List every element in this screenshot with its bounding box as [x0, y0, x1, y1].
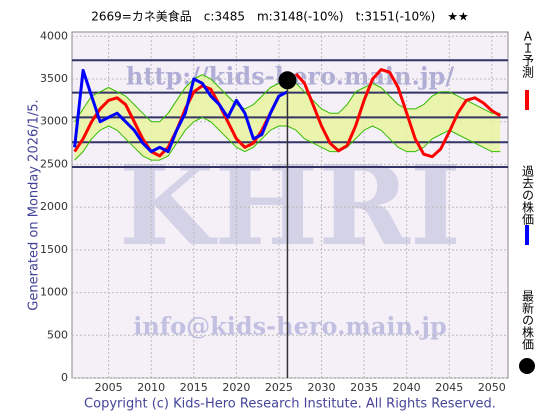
generated-note: Generated on Monday 2026/1/5. — [27, 99, 42, 310]
y-tick-label: 4000 — [40, 29, 68, 42]
x-tick-label: 2010 — [137, 381, 165, 394]
legend-label: 過去の株価 — [521, 165, 535, 225]
x-tick-label: 2015 — [180, 381, 208, 394]
y-tick-label: 0 — [61, 371, 68, 384]
x-tick-label: 2025 — [265, 381, 293, 394]
y-tick-label: 2000 — [40, 200, 68, 213]
legend-label: 最新の株価 — [521, 290, 535, 350]
y-tick-label: 500 — [47, 328, 68, 341]
y-tick-label: 2500 — [40, 157, 68, 170]
latest-price — [278, 71, 297, 90]
legend-swatch — [519, 358, 535, 374]
watermark: info@kids-hero.main.jp — [133, 312, 447, 341]
x-tick-label: 2050 — [478, 381, 506, 394]
watermark: KHRI — [119, 141, 461, 270]
chart-title: 2669=カネ美食品 c:3485 m:3148(-10%) t:3151(-1… — [91, 9, 469, 24]
x-tick-label: 2030 — [308, 381, 336, 394]
x-tick-label: 2045 — [435, 381, 463, 394]
copyright: Copyright (c) Kids-Hero Research Institu… — [84, 397, 496, 412]
legend-label: ＡＩ予測 — [521, 30, 535, 79]
series-line — [73, 68, 289, 154]
y-tick-label: 1000 — [40, 286, 68, 299]
y-tick-label: 3500 — [40, 72, 68, 85]
x-tick-label: 2040 — [393, 381, 421, 394]
x-tick-label: 2005 — [95, 381, 123, 394]
x-tick-label: 2020 — [222, 381, 250, 394]
x-tick-label: 2035 — [350, 381, 378, 394]
y-tick-label: 3000 — [40, 115, 68, 128]
y-tick-label: 1500 — [40, 243, 68, 256]
